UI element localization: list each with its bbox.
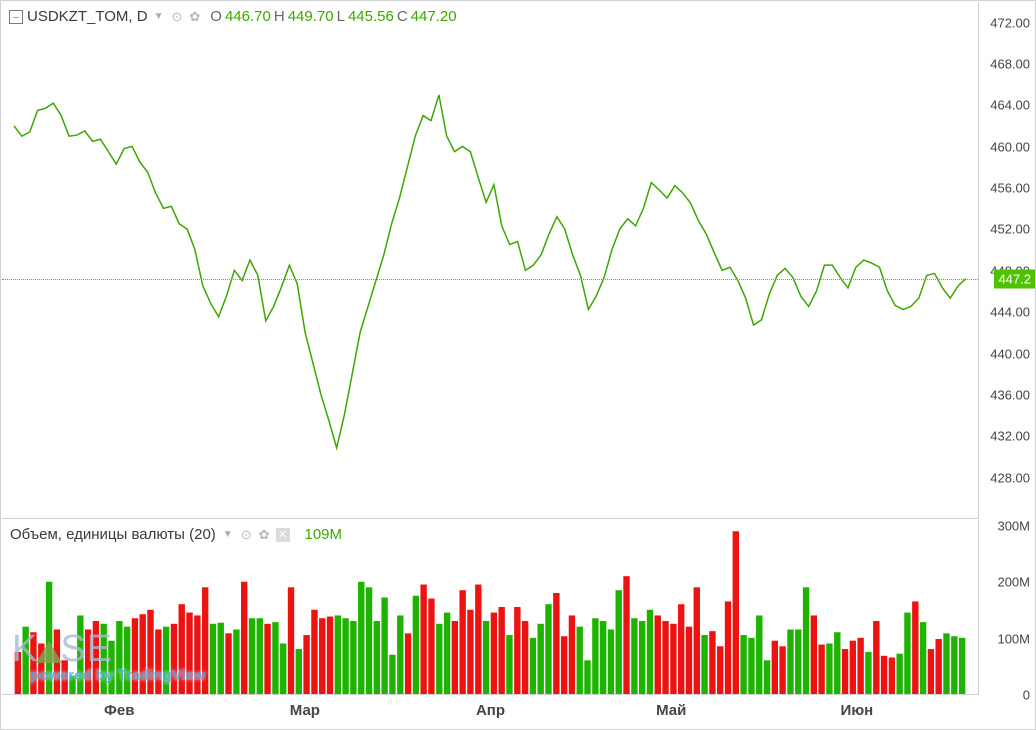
chevron-down-icon[interactable]: ▼ <box>152 11 166 22</box>
price-ytick: 456.00 <box>990 181 1030 196</box>
xaxis-month-label: Фев <box>104 702 134 719</box>
price-y-axis[interactable]: 447.2 428.00432.00436.00440.00444.00448.… <box>979 2 1034 519</box>
price-ytick: 472.00 <box>990 15 1030 30</box>
price-ytick: 428.00 <box>990 470 1030 485</box>
ohlc-l-value: 445.56 <box>348 8 394 25</box>
gear-icon[interactable]: ✿ <box>258 527 271 543</box>
time-x-axis[interactable]: Фев Мар Апр Май Июн <box>2 695 979 728</box>
price-ytick: 468.00 <box>990 57 1030 72</box>
minimize-icon[interactable]: – <box>9 10 23 24</box>
volume-ytick: 200M <box>997 575 1030 590</box>
xaxis-month-label: Апр <box>476 702 505 719</box>
ohlc-c-label: C <box>397 8 408 25</box>
volume-title[interactable]: Объем, единицы валюты (20) <box>10 526 216 543</box>
close-icon[interactable]: ✕ <box>276 528 290 542</box>
price-ytick: 460.00 <box>990 139 1030 154</box>
triangle-icon <box>36 641 62 663</box>
price-ytick: 464.00 <box>990 98 1030 113</box>
eye-icon[interactable]: ⊙ <box>170 9 183 25</box>
xaxis-month-label: Мар <box>290 702 320 719</box>
price-chart[interactable] <box>2 2 979 519</box>
ohlc-c-value: 447.20 <box>411 8 457 25</box>
chart-root: – USDKZT_TOM, D ▼ ⊙ ✿ O 446.70 H 449.70 … <box>0 0 1036 730</box>
ohlc-l-label: L <box>337 8 345 25</box>
chevron-down-icon[interactable]: ▼ <box>221 529 235 540</box>
current-price-marker: 447.2 <box>994 270 1035 289</box>
price-ytick: 436.00 <box>990 387 1030 402</box>
watermark-subtext: powered by TradingView <box>30 667 206 684</box>
chart-header: – USDKZT_TOM, D ▼ ⊙ ✿ O 446.70 H 449.70 … <box>9 8 457 25</box>
ohlc-h-value: 449.70 <box>288 8 334 25</box>
eye-icon[interactable]: ⊙ <box>240 527 253 543</box>
current-price-line <box>2 279 978 280</box>
volume-current-value: 109M <box>305 526 343 543</box>
volume-chart[interactable]: Объем, единицы валюты (20) ▼ ⊙ ✿ ✕ 109M … <box>2 520 979 695</box>
volume-ytick: 100M <box>997 631 1030 646</box>
ohlc-h-label: H <box>274 8 285 25</box>
volume-y-axis[interactable]: 0100M200M300M <box>979 520 1034 695</box>
xaxis-month-label: Май <box>656 702 686 719</box>
price-ytick: 452.00 <box>990 222 1030 237</box>
ohlc-o-label: O <box>210 8 222 25</box>
current-price-value: 447.2 <box>998 272 1031 287</box>
symbol-title[interactable]: USDKZT_TOM, D <box>27 8 148 25</box>
volume-header: Объем, единицы валюты (20) ▼ ⊙ ✿ ✕ 109M <box>10 526 342 543</box>
watermark: KSE powered by TradingView <box>12 628 206 684</box>
volume-ytick: 300M <box>997 518 1030 533</box>
price-ytick: 444.00 <box>990 305 1030 320</box>
ohlc-o-value: 446.70 <box>225 8 271 25</box>
gear-icon[interactable]: ✿ <box>188 9 201 25</box>
price-ytick: 432.00 <box>990 429 1030 444</box>
volume-ytick: 0 <box>1023 688 1030 703</box>
ohlc-readout: O 446.70 H 449.70 L 445.56 C 447.20 <box>210 8 456 25</box>
watermark-logo: KSE <box>12 628 206 671</box>
price-ytick: 440.00 <box>990 346 1030 361</box>
xaxis-month-label: Июн <box>841 702 874 719</box>
